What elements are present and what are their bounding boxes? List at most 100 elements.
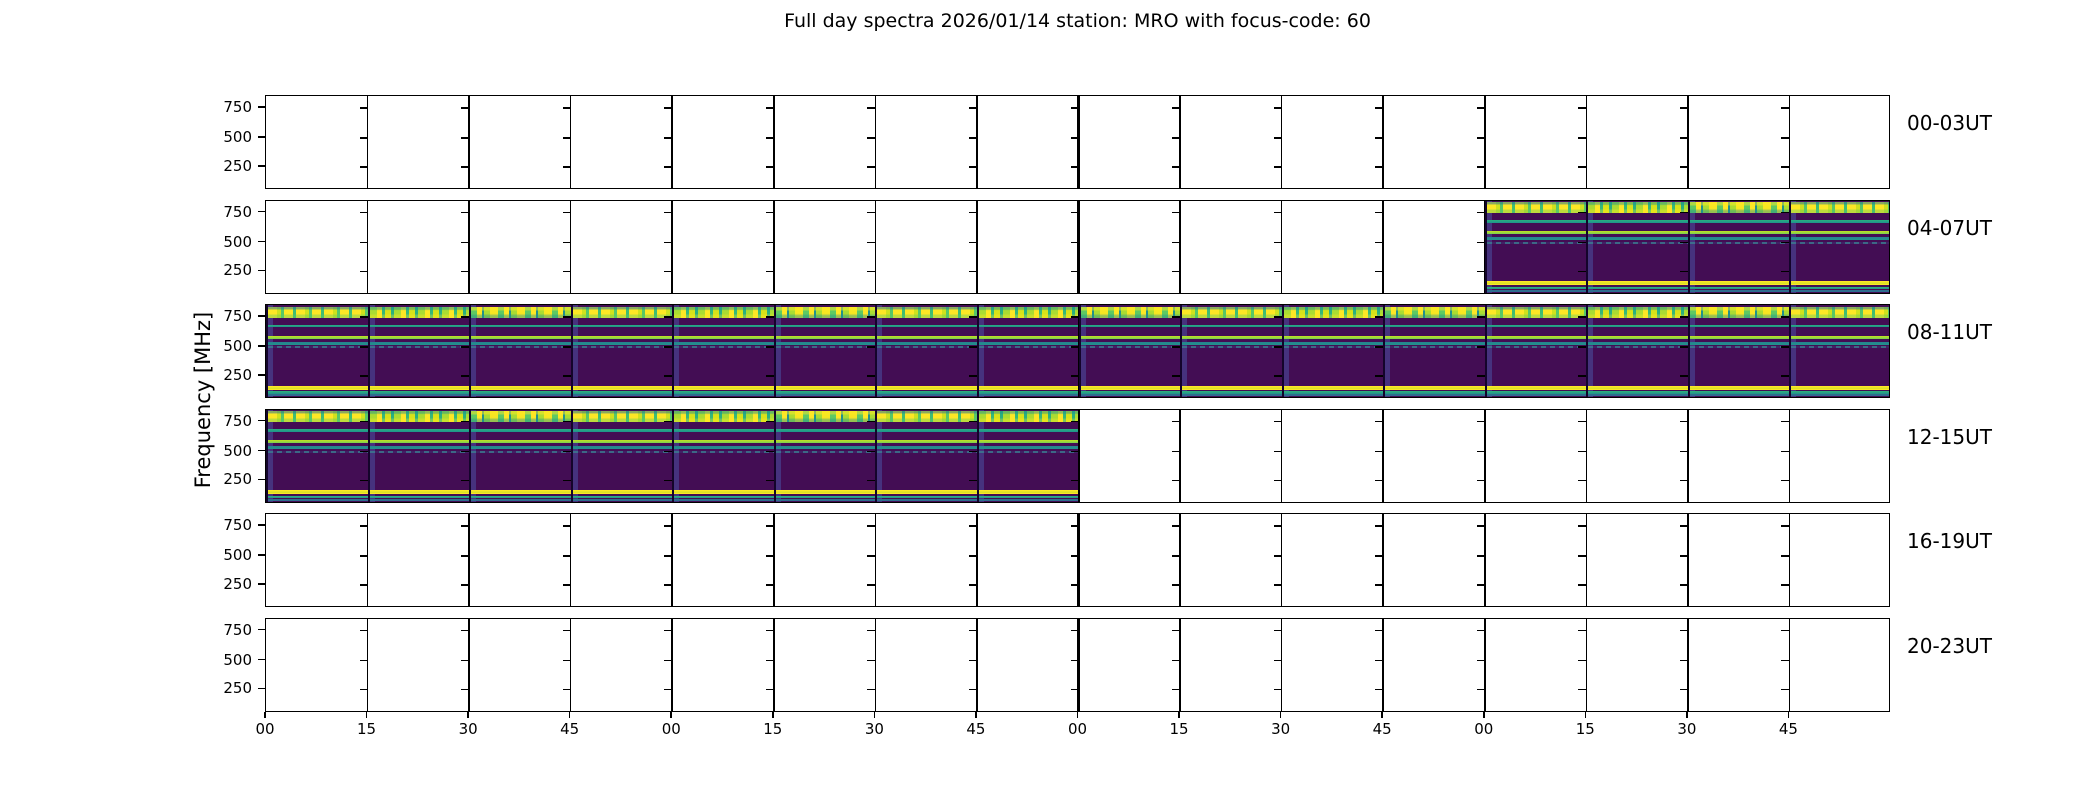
y-tick-mark bbox=[1476, 555, 1485, 557]
spectrogram-segment bbox=[1383, 305, 1485, 397]
y-tick-mark bbox=[765, 241, 774, 244]
interference-line-teal-b bbox=[572, 341, 673, 345]
interference-line-teal-c bbox=[775, 495, 876, 498]
x-tick-mark bbox=[568, 711, 571, 718]
segment-boundary-line bbox=[976, 200, 978, 293]
y-tick-mark bbox=[1781, 688, 1790, 691]
y-tick-mark bbox=[562, 479, 571, 482]
y-tick-mark bbox=[258, 374, 265, 376]
interference-band-yellow bbox=[978, 490, 1079, 495]
y-tick-mark bbox=[1781, 241, 1790, 244]
interference-line-green bbox=[268, 335, 368, 339]
y-tick-mark bbox=[258, 449, 265, 452]
interference-line-teal-a bbox=[471, 429, 571, 432]
y-tick-mark bbox=[562, 375, 571, 377]
segment-boundary-line bbox=[874, 514, 877, 606]
y-tick-mark bbox=[664, 166, 673, 168]
interference-line-teal-a bbox=[1791, 324, 1889, 328]
row-period-label: 12-15UT bbox=[1907, 424, 1992, 449]
interference-line-green bbox=[572, 335, 673, 339]
noise-band bbox=[674, 306, 774, 318]
y-tick-mark bbox=[1781, 346, 1790, 348]
segment-start-strip bbox=[1283, 305, 1289, 397]
interference-line-teal-b bbox=[1486, 237, 1587, 241]
interference-line-green bbox=[1791, 335, 1889, 339]
segment-boundary-line bbox=[1280, 200, 1283, 293]
y-tick-mark bbox=[1070, 659, 1079, 662]
y-tick-mark bbox=[1172, 525, 1181, 527]
y-tick-mark bbox=[1781, 211, 1790, 214]
y-tick-mark bbox=[1476, 211, 1485, 214]
segment-boundary-line bbox=[1077, 618, 1080, 711]
x-tick-mark bbox=[1076, 711, 1079, 718]
y-tick-label: 500 bbox=[223, 128, 252, 147]
interference-line-teal-a bbox=[775, 429, 876, 432]
segment-boundary-line bbox=[569, 514, 572, 606]
y-tick-mark bbox=[765, 629, 774, 632]
y-tick-mark bbox=[867, 137, 876, 139]
interference-line-blue bbox=[1182, 394, 1282, 397]
interference-band-yellow bbox=[877, 490, 977, 495]
y-tick-mark bbox=[1781, 316, 1790, 318]
interference-line-teal-a bbox=[471, 324, 571, 328]
y-tick-mark bbox=[1476, 241, 1485, 244]
y-tick-mark bbox=[1172, 629, 1181, 632]
interference-line-dim bbox=[877, 450, 977, 453]
y-tick-mark bbox=[1172, 420, 1181, 423]
interference-line-teal-a bbox=[1689, 220, 1790, 223]
segment-boundary-line bbox=[671, 514, 674, 606]
y-tick-mark bbox=[1273, 450, 1282, 453]
y-tick-mark bbox=[1070, 688, 1079, 691]
interference-line-teal-c bbox=[572, 391, 673, 394]
spectrogram-segment bbox=[875, 305, 977, 397]
y-tick-mark bbox=[765, 420, 774, 423]
interference-band-yellow bbox=[978, 385, 1079, 390]
interference-band-yellow bbox=[1385, 385, 1485, 390]
spectra-row bbox=[265, 617, 1890, 712]
interference-line-blue bbox=[471, 394, 571, 397]
interference-line-teal-b bbox=[1689, 237, 1790, 241]
spectrogram-segment bbox=[570, 305, 673, 397]
x-tick-label: 15 bbox=[763, 719, 783, 738]
segment-start-strip bbox=[1486, 305, 1492, 397]
y-tick-mark bbox=[1781, 525, 1790, 527]
spectrogram-segment bbox=[773, 409, 876, 502]
interference-line-teal-c bbox=[775, 391, 876, 394]
interference-line-teal-b bbox=[877, 446, 977, 450]
interference-line-teal-b bbox=[1385, 341, 1485, 345]
y-tick-mark bbox=[359, 241, 368, 244]
y-tick-mark bbox=[461, 584, 470, 586]
interference-line-blue bbox=[369, 394, 470, 397]
y-tick-mark bbox=[1578, 659, 1587, 662]
interference-line-dim bbox=[268, 450, 368, 453]
interference-band-yellow bbox=[1588, 281, 1688, 286]
interference-line-teal-c bbox=[471, 495, 571, 498]
interference-line-dim bbox=[471, 450, 571, 453]
interference-line-blue bbox=[471, 498, 571, 501]
segment-start-strip bbox=[1588, 305, 1594, 397]
y-tick-mark bbox=[1172, 346, 1181, 348]
segment-boundary-line bbox=[1077, 409, 1080, 502]
segment-boundary-line bbox=[1788, 514, 1791, 606]
interference-band-yellow bbox=[1791, 281, 1889, 286]
y-tick-mark bbox=[1273, 555, 1282, 557]
segment-start-strip bbox=[775, 305, 781, 397]
y-tick-mark bbox=[1070, 555, 1079, 557]
y-tick-mark bbox=[461, 450, 470, 453]
y-tick-mark bbox=[1273, 659, 1282, 662]
y-tick-mark bbox=[1781, 659, 1790, 662]
y-tick-mark bbox=[1172, 211, 1181, 214]
segment-start-strip bbox=[674, 305, 680, 397]
interference-line-teal-b bbox=[1588, 237, 1688, 241]
x-tick-label: 45 bbox=[1372, 719, 1392, 738]
y-tick-mark bbox=[1578, 375, 1587, 377]
segment-boundary-line bbox=[1483, 305, 1486, 397]
interference-line-teal-b bbox=[775, 446, 876, 450]
y-tick-mark bbox=[1578, 166, 1587, 168]
spectrogram-segment bbox=[875, 409, 977, 502]
interference-line-green bbox=[775, 440, 876, 444]
y-tick-mark bbox=[258, 583, 265, 585]
interference-line-teal-a bbox=[1182, 324, 1282, 328]
interference-line-teal-b bbox=[1080, 341, 1181, 345]
y-tick-mark bbox=[968, 241, 977, 244]
